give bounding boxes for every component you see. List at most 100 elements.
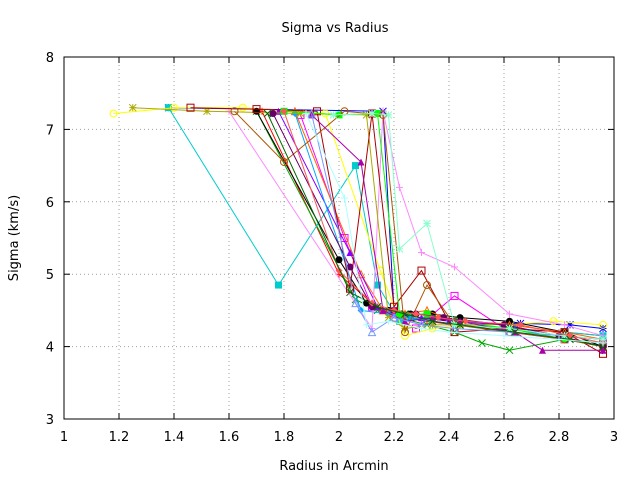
data-point [428, 321, 437, 329]
x-tick-label: 1.6 [219, 430, 240, 445]
y-tick-label: 4 [46, 341, 54, 356]
data-point [561, 321, 568, 329]
data-point [412, 310, 420, 318]
data-point [170, 103, 178, 112]
data-point [275, 281, 282, 289]
data-point [395, 245, 404, 253]
x-tick-label: 3 [610, 430, 618, 445]
data-point [280, 107, 288, 115]
series-22 [302, 109, 607, 347]
data-point [423, 310, 431, 318]
data-point [263, 109, 272, 118]
data-point [549, 317, 558, 326]
data-point [566, 321, 574, 329]
x-tick-label: 1.8 [274, 430, 295, 445]
data-point [450, 291, 459, 300]
data-point [238, 103, 247, 112]
series-4 [296, 110, 607, 347]
y-tick-label: 6 [46, 196, 54, 211]
data-point [401, 310, 409, 318]
data-point [307, 108, 316, 118]
data-point [500, 332, 508, 340]
data-point [296, 109, 305, 118]
x-tick-label: 2 [335, 430, 343, 445]
data-point [456, 321, 464, 329]
data-point [362, 111, 371, 119]
data-point [186, 103, 195, 112]
y-tick-label: 7 [46, 123, 54, 138]
data-point [313, 107, 321, 116]
series-line [283, 111, 604, 344]
data-point [599, 335, 607, 344]
data-point [352, 162, 359, 170]
data-point [599, 346, 607, 354]
data-point [396, 183, 403, 191]
data-point [566, 335, 574, 344]
series-line [294, 111, 604, 340]
data-point [356, 269, 366, 279]
data-point [302, 109, 310, 117]
data-point [517, 321, 524, 329]
y-tick-label: 5 [46, 268, 54, 283]
data-point [478, 339, 486, 347]
data-point [384, 111, 393, 119]
data-point [417, 266, 426, 275]
data-point [363, 321, 370, 329]
data-point [351, 298, 360, 308]
data-point [555, 335, 563, 343]
data-point [560, 331, 569, 340]
data-point [389, 313, 399, 322]
data-point [511, 328, 519, 336]
data-point [418, 325, 425, 332]
data-point [428, 317, 437, 326]
data-point [434, 314, 442, 322]
x-tick-label: 1.2 [109, 430, 130, 445]
series-line [261, 111, 604, 337]
data-point [230, 107, 239, 116]
data-point [599, 320, 607, 329]
data-point [346, 288, 354, 297]
x-tick-label: 2.2 [384, 430, 405, 445]
data-point [390, 306, 398, 314]
data-point [423, 281, 431, 290]
series-line [311, 113, 604, 340]
data-point [357, 158, 365, 166]
data-point [539, 346, 546, 354]
data-point [346, 248, 354, 256]
series-16 [269, 109, 607, 351]
y-tick-label: 8 [46, 51, 54, 66]
data-point [401, 317, 409, 325]
data-point [401, 328, 409, 337]
data-point [505, 346, 514, 355]
series-line [234, 110, 604, 348]
data-point [500, 321, 508, 329]
grid-lines [64, 57, 614, 419]
data-point [280, 157, 288, 166]
data-point [384, 313, 393, 322]
x-tick-label: 2.4 [439, 430, 460, 445]
data-point [451, 263, 458, 271]
data-point [329, 111, 338, 119]
data-point [109, 109, 118, 118]
data-point [367, 327, 377, 337]
data-point [346, 263, 354, 271]
data-point [418, 248, 425, 256]
data-point [599, 342, 607, 351]
data-point [368, 109, 376, 118]
data-point [252, 105, 261, 114]
series-layer [109, 103, 608, 358]
data-point [423, 314, 431, 322]
series-21 [263, 109, 607, 351]
data-point [341, 194, 348, 202]
series-line [228, 111, 604, 337]
series-line [300, 114, 604, 344]
data-point [396, 310, 403, 318]
data-point [385, 317, 392, 325]
axis-ticks: 1 1.2 1.4 1.6 1.8 2 2.2 2.4 2.6 2.8 3 3 4 5 6 7 8 [46, 51, 618, 445]
data-point [506, 310, 513, 318]
data-point [374, 281, 381, 289]
series-line [311, 114, 603, 351]
series-19 [329, 109, 607, 344]
data-point [335, 256, 343, 264]
